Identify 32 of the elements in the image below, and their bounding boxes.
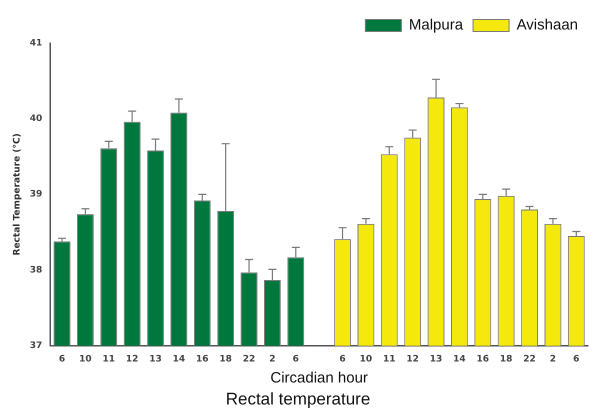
- legend-label: Malpura: [408, 16, 464, 34]
- x-tick-label: 2: [269, 354, 276, 365]
- y-tick-label: 41: [30, 38, 42, 48]
- x-tick-label: 13: [149, 354, 162, 365]
- x-tick-label: 12: [406, 354, 419, 365]
- x-tick-label: 6: [58, 354, 66, 365]
- y-tick-label: 40: [30, 114, 42, 124]
- x-tick-label: 22: [523, 354, 536, 365]
- x-tick-label: 6: [339, 354, 346, 365]
- x-tick-label: 12: [126, 354, 138, 365]
- y-tick-label: 38: [30, 265, 42, 276]
- x-tick-label: 22: [242, 354, 256, 365]
- x-tick-label: 13: [430, 354, 442, 365]
- x-tick-label: 10: [79, 354, 92, 365]
- x-tick-label: 18: [219, 354, 232, 365]
- y-axis-title: Rectal Temperature (°C): [12, 133, 23, 256]
- x-tick-label: 11: [383, 354, 396, 365]
- legend-label: Avishaan: [516, 16, 578, 34]
- y-tick-label: 39: [30, 190, 42, 200]
- x-tick-label: 16: [476, 354, 490, 365]
- x-tick-label: 2: [550, 354, 556, 365]
- x-tick-label: 10: [360, 354, 372, 365]
- x-tick-label: 18: [500, 354, 512, 365]
- y-tick-label: 37: [30, 341, 42, 352]
- x-tick-label: 16: [196, 354, 209, 365]
- x-tick-label: 6: [292, 354, 299, 365]
- x-tick-label: 14: [172, 354, 186, 365]
- x-tick-label: 14: [453, 354, 466, 365]
- x-tick-label: 6: [573, 354, 580, 365]
- text: Rectal temperature: [226, 389, 370, 408]
- x-axis-title: Circadian hour: [270, 370, 368, 387]
- x-tick-label: 11: [102, 354, 116, 365]
